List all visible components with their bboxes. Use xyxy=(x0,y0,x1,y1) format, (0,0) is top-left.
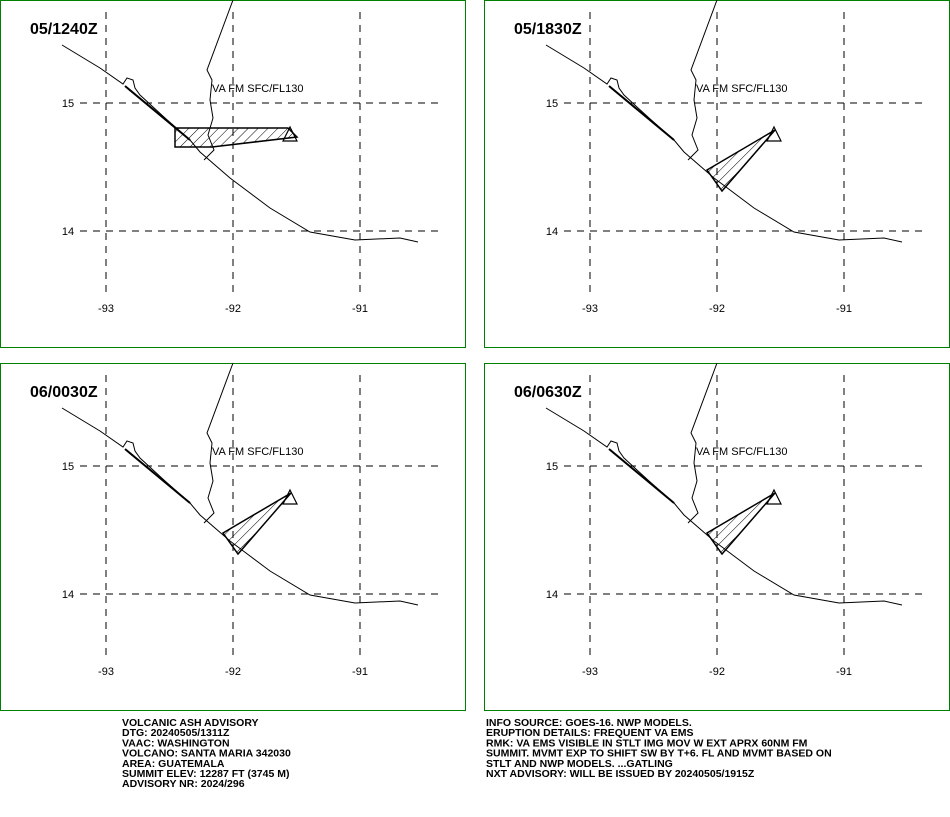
lon-tick-label: -91 xyxy=(836,666,852,678)
advisory-line: ERUPTION DETAILS: FREQUENT VA EMS xyxy=(486,727,693,739)
advisory-line: AREA: GUATEMALA xyxy=(122,758,225,770)
volcano-marker xyxy=(282,488,298,505)
lon-tick-label: -91 xyxy=(352,666,368,678)
ash-area xyxy=(174,127,299,148)
ash-area xyxy=(705,492,776,556)
lon-tick-label: -93 xyxy=(98,666,114,678)
advisory-line: SUMMIT. MVMT EXP TO SHIFT SW BY T+6. FL … xyxy=(486,748,832,760)
lon-tick-label: -91 xyxy=(836,303,852,315)
coastline-bold xyxy=(608,448,675,504)
panel-time: 06/0630Z xyxy=(514,384,582,401)
volcano-marker xyxy=(282,125,298,142)
advisory-line: NXT ADVISORY: WILL BE ISSUED BY 20240505… xyxy=(486,768,755,780)
advisory-line: VOLCANIC ASH ADVISORY xyxy=(122,717,259,729)
lon-tick-label: -92 xyxy=(709,303,725,315)
advisory-line: VAAC: WASHINGTON xyxy=(122,737,230,749)
volcano-marker xyxy=(766,488,782,505)
va-label: VA FM SFC/FL130 xyxy=(212,83,304,95)
lat-tick-label: 14 xyxy=(62,226,74,238)
advisory-line: SUMMIT ELEV: 12287 FT (3745 M) xyxy=(122,768,289,780)
lon-tick-label: -93 xyxy=(582,303,598,315)
border xyxy=(687,362,718,524)
coastline-bold xyxy=(124,448,191,504)
lon-tick-label: -93 xyxy=(582,666,598,678)
map-panel: -93 -92 -91 15 14 06/0630Z VA FM SFC/FL130 xyxy=(485,363,950,711)
lat-tick-label: 15 xyxy=(546,98,558,110)
lon-tick-label: -93 xyxy=(98,303,114,315)
lat-tick-label: 15 xyxy=(62,98,74,110)
lat-tick-label: 14 xyxy=(62,589,74,601)
lat-tick-label: 14 xyxy=(546,226,558,238)
lon-tick-label: -92 xyxy=(709,666,725,678)
ash-area xyxy=(705,129,776,193)
panel-time: 06/0030Z xyxy=(30,384,98,401)
map-panel: -93 -92 -91 15 14 05/1830Z VA FM SFC/FL130 xyxy=(485,0,950,348)
coastline-bold xyxy=(608,85,675,141)
lon-tick-label: -91 xyxy=(352,303,368,315)
advisory-line: ADVISORY NR: 2024/296 xyxy=(122,778,245,790)
advisory-line: STLT AND NWP MODELS. ...GATLING xyxy=(486,758,673,770)
advisory-line: DTG: 20240505/1311Z xyxy=(122,727,230,739)
lon-tick-label: -92 xyxy=(225,303,241,315)
panel-time: 05/1240Z xyxy=(30,21,98,38)
advisory-line: RMK: VA EMS VISIBLE IN STLT IMG MOV W EX… xyxy=(486,737,808,749)
lon-tick-label: -92 xyxy=(225,666,241,678)
border xyxy=(687,0,718,161)
va-label: VA FM SFC/FL130 xyxy=(696,446,788,458)
ash-area xyxy=(221,492,292,556)
lat-tick-label: 15 xyxy=(546,461,558,473)
va-label: VA FM SFC/FL130 xyxy=(212,446,304,458)
lat-tick-label: 15 xyxy=(62,461,74,473)
map-panel: -93 -92 -91 15 14 06/0030Z VA FM SFC/FL130 xyxy=(0,362,466,711)
lat-tick-label: 14 xyxy=(546,589,558,601)
panel-time: 05/1830Z xyxy=(514,21,582,38)
map-panel: -93 -92 -91 15 14 05/1240Z VA FM SFC/FL130 xyxy=(0,0,466,348)
border xyxy=(203,362,234,524)
advisory-line: VOLCANO: SANTA MARIA 342030 xyxy=(122,748,291,760)
volcano-marker xyxy=(766,125,782,142)
advisory-line: INFO SOURCE: GOES-16. NWP MODELS. xyxy=(486,717,692,729)
va-label: VA FM SFC/FL130 xyxy=(696,83,788,95)
